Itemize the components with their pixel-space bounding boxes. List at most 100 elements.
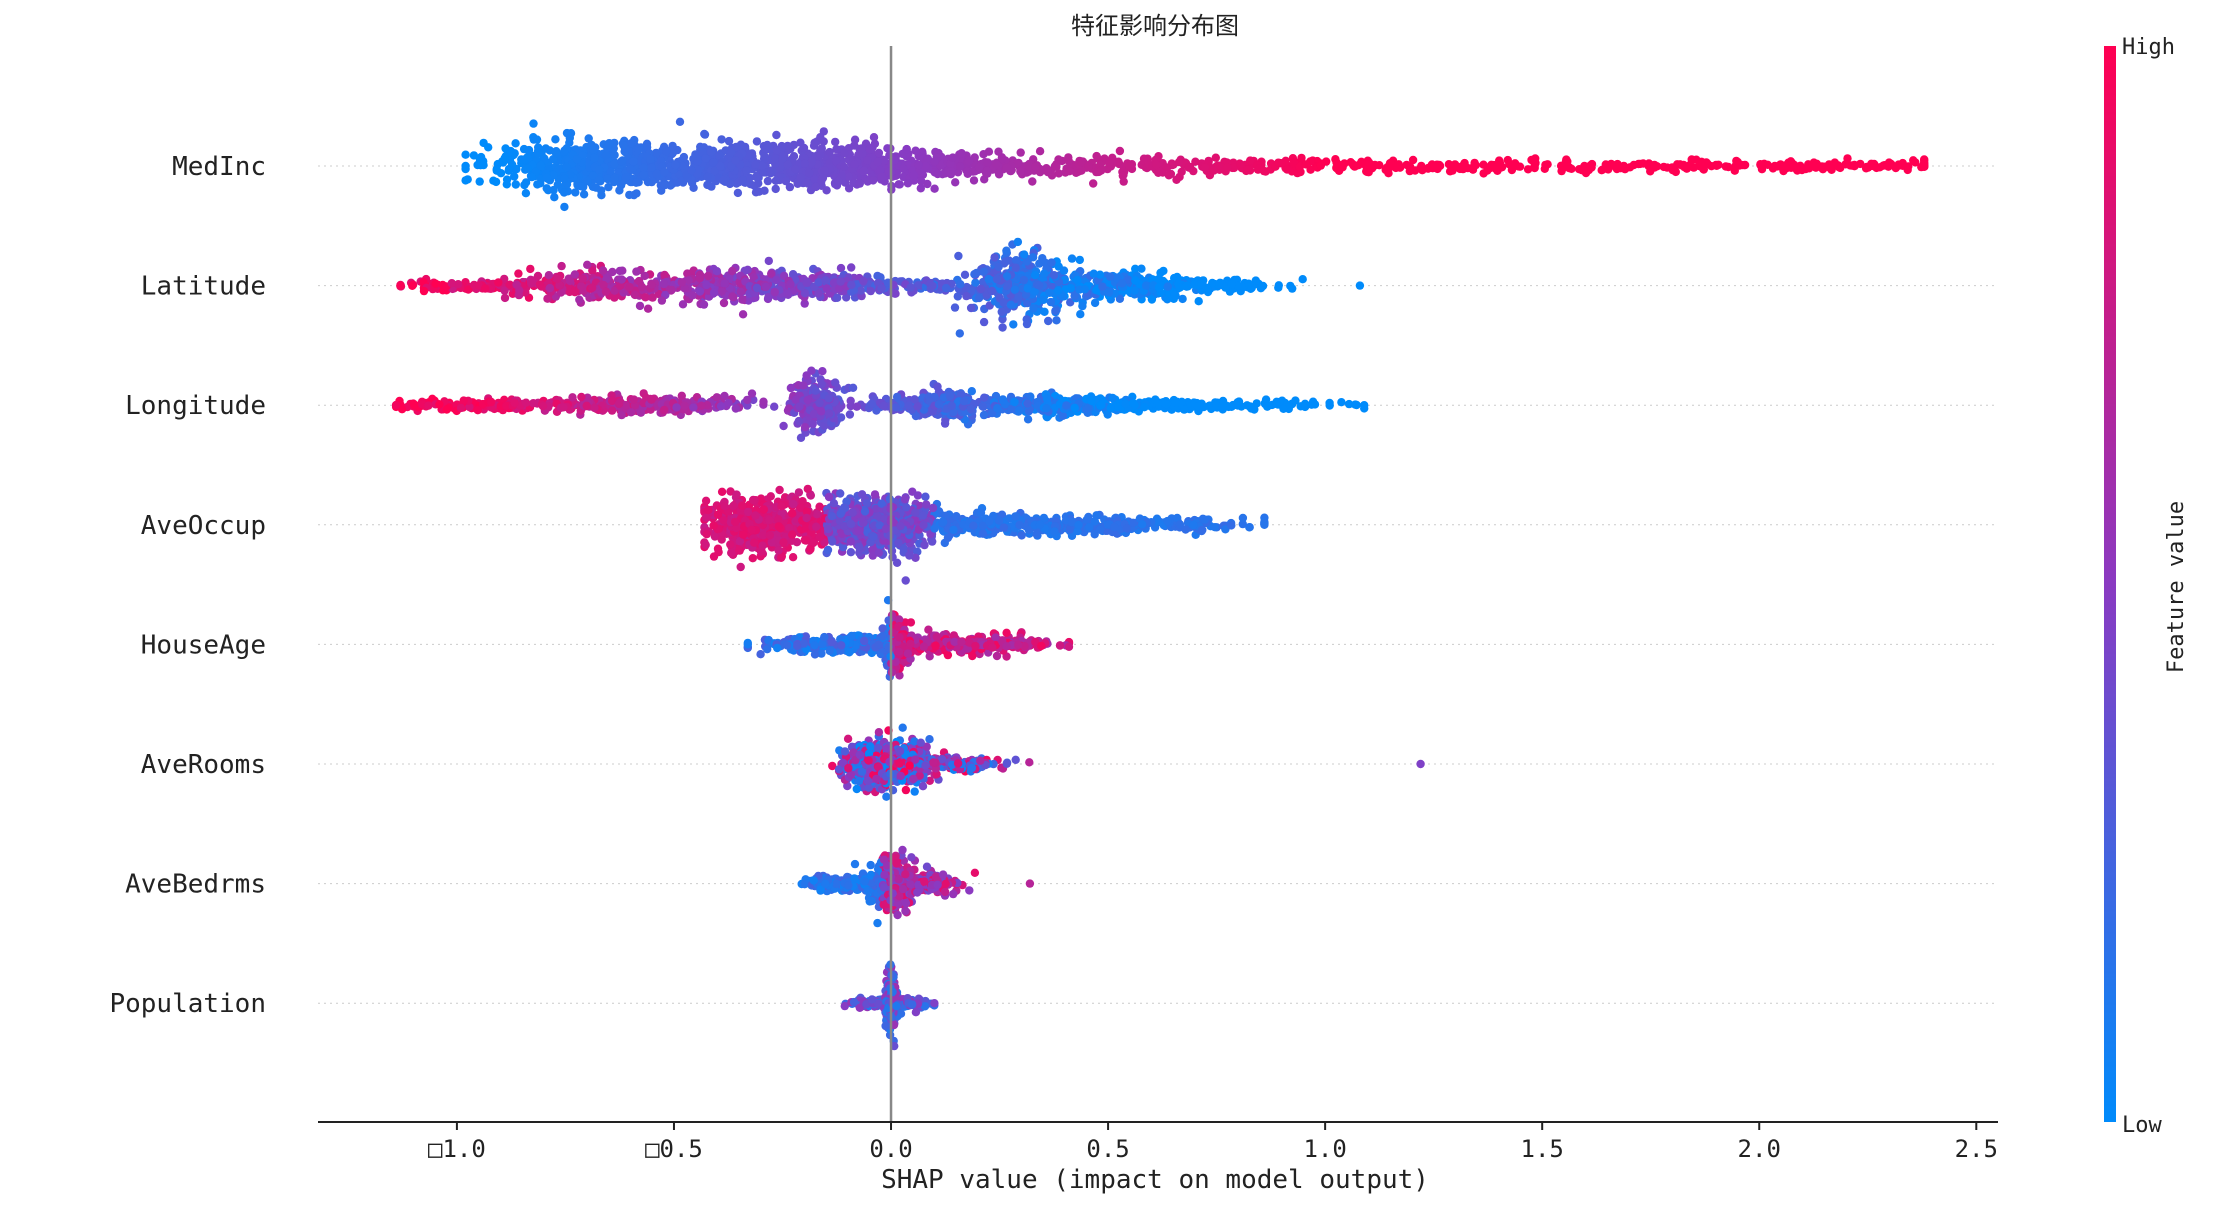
shap-point: [865, 145, 875, 154]
shap-point: [461, 150, 470, 159]
shap-point: [1058, 411, 1068, 420]
shap-point: [660, 270, 669, 280]
shap-point: [1515, 162, 1525, 171]
shap-point: [1077, 158, 1086, 167]
shap-point: [1175, 283, 1184, 292]
shap-point: [660, 167, 669, 177]
shap-point: [447, 279, 456, 288]
shap-point-outlier: [391, 401, 401, 410]
shap-point: [984, 147, 994, 156]
shap-point: [1042, 394, 1052, 403]
shap-point: [1098, 282, 1107, 291]
shap-point: [739, 530, 748, 539]
shap-point: [941, 283, 951, 293]
shap-point: [1772, 162, 1782, 171]
shap-point: [816, 150, 825, 159]
shap-point: [473, 160, 482, 170]
shap-point: [601, 151, 611, 160]
shap-point: [1028, 253, 1038, 262]
shap-point: [1154, 283, 1164, 292]
shap-point: [802, 371, 811, 380]
shap-point: [719, 176, 728, 185]
shap-point-outlier: [1360, 401, 1369, 410]
shap-point: [1337, 161, 1346, 170]
shap-point: [526, 264, 535, 274]
shap-point: [1286, 281, 1295, 291]
shap-point: [659, 279, 669, 289]
shap-point: [456, 403, 466, 413]
shap-point: [619, 141, 628, 150]
shap-point: [730, 517, 740, 527]
shap-point: [630, 290, 640, 300]
shap-point: [1019, 250, 1029, 259]
shap-point: [1130, 286, 1139, 295]
shap-point: [824, 409, 834, 418]
shap-point: [702, 530, 711, 539]
shap-point: [902, 145, 911, 154]
shap-point: [831, 156, 841, 165]
shap-point: [543, 294, 552, 303]
shap-point: [1460, 162, 1469, 172]
shap-point: [568, 393, 577, 402]
shap-point: [963, 169, 972, 178]
shap-point: [529, 119, 538, 128]
shap-point: [800, 159, 810, 168]
shap-point: [487, 397, 496, 407]
shap-point: [1002, 163, 1011, 172]
shap-point: [1391, 163, 1401, 173]
shap-point: [500, 286, 509, 295]
shap-point: [960, 270, 970, 279]
shap-point: [454, 280, 463, 289]
shap-point: [1105, 158, 1114, 168]
shap-point: [906, 283, 915, 292]
shap-point: [702, 280, 711, 290]
shap-point: [1450, 160, 1460, 169]
shap-point: [1734, 161, 1744, 170]
shap-point: [916, 184, 925, 193]
shap-point: [709, 158, 718, 167]
shap-point: [817, 380, 826, 389]
shap-point: [588, 283, 597, 292]
shap-point: [899, 164, 908, 173]
shap-point: [846, 396, 855, 405]
shap-point: [717, 535, 726, 544]
shap-point: [783, 160, 792, 170]
shap-point: [678, 300, 688, 309]
shap-point: [777, 502, 786, 511]
shap-point: [549, 171, 558, 180]
shap-point: [703, 172, 712, 182]
shap-point: [1039, 295, 1048, 304]
feature-label: MedInc: [172, 152, 266, 182]
shap-point: [1022, 319, 1032, 329]
shap-point: [548, 155, 558, 164]
shap-point: [1080, 285, 1090, 294]
shap-point: [800, 423, 810, 432]
shap-point: [836, 413, 846, 422]
shap-point: [680, 401, 689, 410]
shap-point: [1298, 275, 1307, 284]
shap-point: [1246, 156, 1255, 165]
shap-point: [556, 288, 566, 297]
shap-point: [1540, 164, 1550, 173]
shap-point: [626, 408, 636, 417]
shap-point: [1052, 162, 1061, 172]
shap-point: [1054, 155, 1063, 164]
shap-point: [1002, 246, 1011, 255]
shap-point: [1200, 163, 1210, 172]
shap-point: [984, 274, 993, 284]
shap-point: [614, 399, 624, 409]
shap-point: [1699, 164, 1708, 174]
shap-point: [869, 133, 879, 142]
shap-point: [1884, 158, 1894, 167]
shap-point: [979, 317, 989, 327]
shap-point: [635, 301, 645, 311]
shap-point: [820, 166, 829, 175]
shap-point: [777, 142, 787, 151]
shap-point: [921, 161, 930, 171]
shap-point: [626, 139, 635, 148]
shap-point: [794, 488, 804, 497]
shap-point: [1182, 281, 1192, 290]
shap-point: [760, 186, 769, 195]
shap-point: [555, 281, 564, 290]
shap-point: [959, 396, 969, 406]
